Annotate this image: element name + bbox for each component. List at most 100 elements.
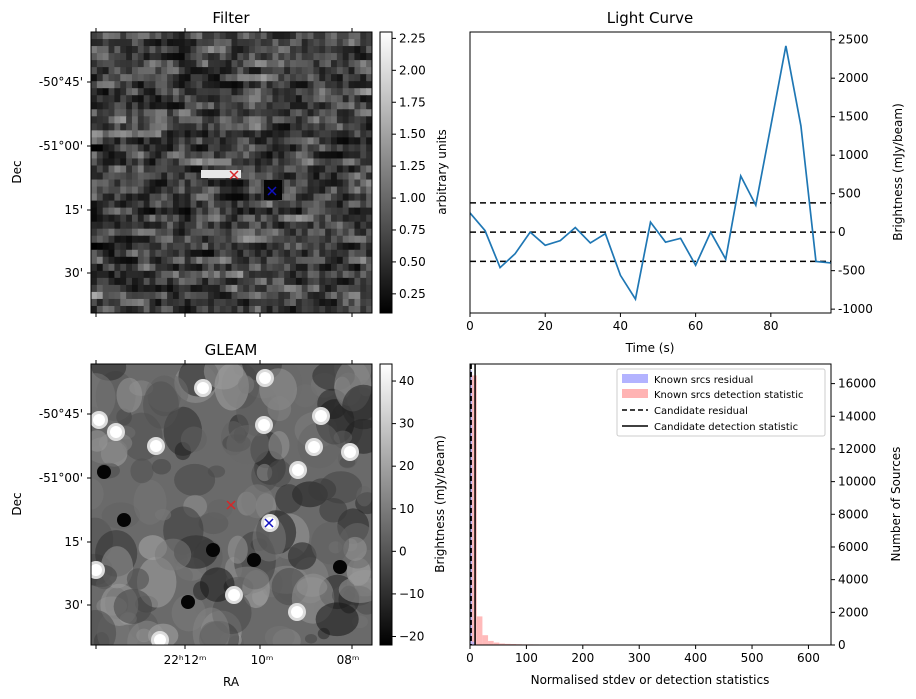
filter-y-ticks: -50°45' -51°00' 15' 30'	[39, 28, 353, 317]
lightcurve-y-ticks: -1000 -500 0 500 1000 1500 2000 2500	[831, 33, 873, 316]
y-tick-label: 0	[838, 225, 846, 239]
y-tick-label: 6000	[838, 540, 869, 554]
filter-colorbar	[379, 31, 393, 314]
colorbar-tick-label: 1.25	[399, 159, 426, 173]
gleam-x-axis-label: RA	[223, 675, 240, 689]
lightcurve-x-axis-label: Time (s)	[625, 341, 675, 355]
lightcurve-x-ticks: 0 20 40 60 80	[466, 313, 778, 333]
histogram-y-ticks: 0 2000 4000 6000 8000 10000 12000 14000 16000	[831, 377, 876, 652]
colorbar-tick-label: 1.50	[399, 127, 426, 141]
y-tick-label: 10000	[838, 475, 876, 489]
legend-label-candidate-detection: Candidate detection statistic	[654, 422, 798, 433]
filter-y-axis-label: Dec	[10, 160, 24, 183]
y-tick-label: 2000	[838, 605, 869, 619]
dec-tick-label: -51°00'	[39, 471, 83, 485]
source-marker-blue	[264, 518, 274, 528]
dec-tick-label: 15'	[64, 203, 83, 217]
colorbar-tick-label: 30	[399, 417, 414, 431]
colorbar-tick-label: 0.75	[399, 223, 426, 237]
gleam-colorbar-label: Brightness (mJy/beam)	[433, 435, 447, 573]
x-tick-label: 0	[466, 651, 474, 665]
y-tick-label: -1000	[838, 302, 873, 316]
dec-tick-label: -50°45'	[39, 407, 83, 421]
x-tick-label: 500	[741, 651, 764, 665]
colorbar-tick-label: 0	[399, 544, 407, 558]
y-tick-label: 1500	[838, 110, 869, 124]
colorbar-tick-label: 10	[399, 502, 414, 516]
gleam-x-ticks: 22ʰ12ᵐ 10ᵐ 08ᵐ	[164, 653, 360, 667]
x-tick-label: 400	[684, 651, 707, 665]
x-tick-label: 0	[466, 319, 474, 333]
gleam-panel: GLEAM -50°45'-51°00'15'30' 22ʰ12ᵐ 10ᵐ 08ᵐ …	[10, 341, 447, 689]
colorbar-tick-label: 2.00	[399, 63, 426, 77]
legend-label-detection: Known srcs detection statistic	[654, 390, 803, 401]
y-tick-label: 8000	[838, 507, 869, 521]
legend-label-candidate-residual: Candidate residual	[654, 406, 748, 417]
gleam-colorbar	[379, 363, 393, 646]
lightcurve-title: Light Curve	[607, 9, 693, 27]
histogram-y-axis-label: Number of Sources	[889, 447, 903, 562]
histogram-x-ticks: 0 100 200 300 400 500 600	[466, 645, 820, 665]
y-tick-label: 2500	[838, 33, 869, 47]
gleam-y-ticks: -50°45' -51°00' 15' 30'	[39, 360, 353, 649]
y-tick-label: 16000	[838, 377, 876, 391]
colorbar-tick-label: 40	[399, 374, 414, 388]
dec-tick-label: -51°00'	[39, 139, 83, 153]
filter-title: Filter	[212, 9, 250, 27]
gleam-image	[91, 364, 372, 645]
gleam-title: GLEAM	[205, 341, 258, 359]
colorbar-tick-label: 1.00	[399, 191, 426, 205]
x-tick-label: 200	[571, 651, 594, 665]
colorbar-tick-label: −20	[399, 629, 424, 643]
gleam-markers	[226, 500, 274, 528]
colorbar-tick-label: 0.50	[399, 255, 426, 269]
histogram-panel: 0 100 200 300 400 500 600 0 2000 4000 6000 8000 100…	[466, 363, 903, 687]
y-tick-label: 1000	[838, 148, 869, 162]
histogram-bar	[482, 635, 489, 645]
filter-markers	[229, 170, 277, 196]
ra-tick-label: 08ᵐ	[337, 653, 360, 667]
y-tick-label: -500	[838, 264, 865, 278]
y-tick-label: 4000	[838, 573, 869, 587]
colorbar-tick-label: −10	[399, 587, 424, 601]
ra-tick-label: 10ᵐ	[251, 653, 274, 667]
y-tick-label: 0	[838, 638, 846, 652]
lightcurve-series-line	[470, 45, 831, 302]
lightcurve-panel: Light Curve 0 20 40 60 80 -1000 -500 0 500 1000 1…	[466, 9, 905, 355]
lightcurve-threshold-lines	[470, 202, 831, 263]
legend-swatch-residual	[622, 374, 648, 383]
filter-colorbar-label: arbitrary units	[435, 129, 449, 215]
y-tick-label: 12000	[838, 442, 876, 456]
gleam-colorbar-ticks: −20 −10 0 10 20 30 40	[392, 374, 424, 643]
ra-tick-label: 22ʰ12ᵐ	[164, 653, 207, 667]
candidate-marker-red	[226, 500, 236, 510]
histogram-bar	[504, 643, 511, 645]
histogram-bar	[476, 616, 483, 645]
histogram-candidate-lines	[470, 364, 476, 645]
histogram-bar	[493, 642, 500, 645]
histogram-legend: Known srcs residual Known srcs detection…	[616, 368, 826, 437]
colorbar-tick-label: 2.25	[399, 31, 426, 45]
filter-panel: Filter -50°45' -51°00' 15' 30' Dec 0.25 0.50…	[10, 9, 449, 317]
histogram-bar	[472, 641, 475, 645]
histogram-bar	[470, 370, 473, 645]
histogram-bar	[499, 643, 505, 645]
x-tick-label: 40	[613, 319, 628, 333]
y-tick-label: 14000	[838, 409, 876, 423]
colorbar-tick-label: 0.25	[399, 287, 426, 301]
gleam-y-axis-label: Dec	[10, 492, 24, 515]
x-tick-label: 20	[538, 319, 553, 333]
colorbar-tick-label: 1.75	[399, 95, 426, 109]
lightcurve-y-axis-label: Brightness (mJy/beam)	[891, 103, 905, 241]
y-tick-label: 2000	[838, 71, 869, 85]
histogram-bar	[471, 375, 477, 645]
legend-label-residual: Known srcs residual	[654, 375, 753, 386]
legend-swatch-detection	[622, 389, 648, 398]
colorbar-tick-label: 20	[399, 459, 414, 473]
x-tick-label: 100	[515, 651, 538, 665]
dec-tick-label: -50°45'	[39, 75, 83, 89]
histogram-bar	[488, 640, 494, 645]
filter-image	[91, 32, 372, 313]
x-tick-label: 80	[763, 319, 778, 333]
x-tick-label: 300	[628, 651, 651, 665]
